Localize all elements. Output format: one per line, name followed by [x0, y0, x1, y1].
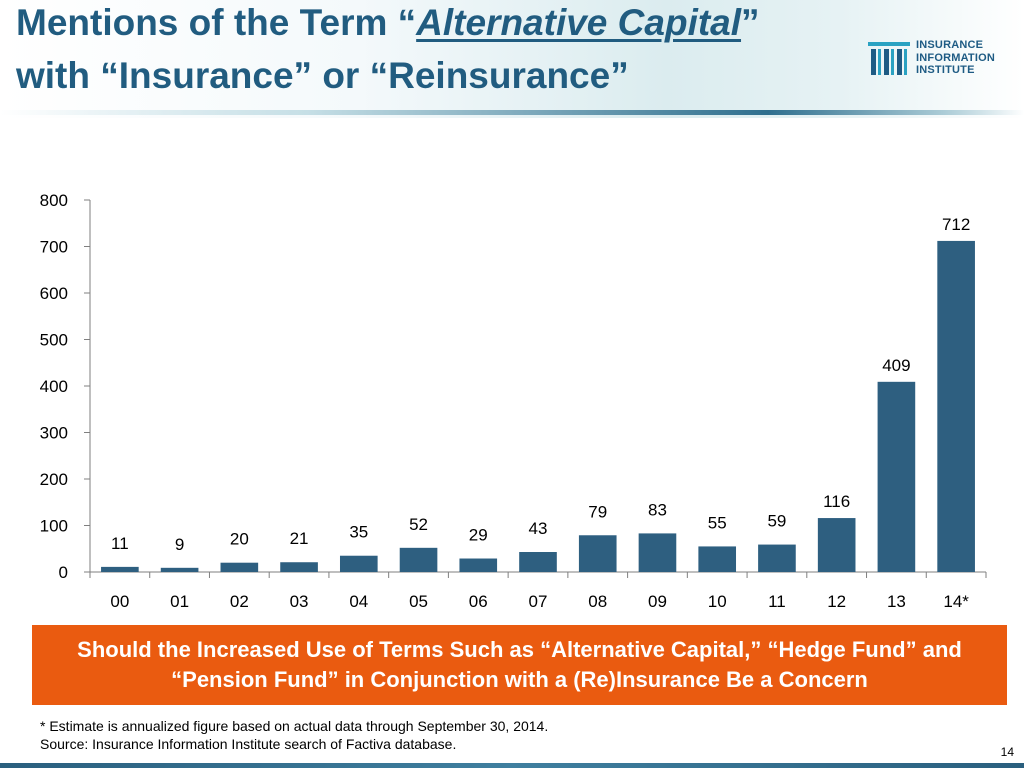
- bar-11: [758, 544, 796, 572]
- y-tick-label: 500: [40, 331, 68, 350]
- bar-00: [101, 566, 139, 572]
- data-label: 9: [175, 535, 184, 554]
- y-tick-label: 300: [40, 424, 68, 443]
- y-tick-label: 400: [40, 377, 68, 396]
- data-label: 116: [823, 492, 850, 511]
- bar-06: [459, 558, 498, 572]
- x-tick-label: 02: [230, 592, 249, 611]
- y-tick-label: 0: [59, 563, 68, 582]
- bar-01: [160, 567, 199, 572]
- title-close-quote: ”: [741, 2, 760, 43]
- data-label: 21: [290, 529, 309, 548]
- data-label: 52: [409, 515, 428, 534]
- iii-logo-mark-icon: [868, 42, 910, 75]
- data-label: 35: [349, 523, 368, 542]
- x-tick-label: 04: [349, 592, 368, 611]
- data-label: 11: [111, 534, 129, 553]
- header-band: Mentions of the Term “Alternative Capita…: [0, 0, 1024, 118]
- data-label: 79: [588, 502, 607, 521]
- x-tick-label: 10: [708, 592, 727, 611]
- x-tick-label: 07: [529, 592, 548, 611]
- bar-08: [578, 535, 617, 572]
- data-label: 712: [942, 215, 970, 234]
- data-label: 83: [648, 500, 667, 519]
- page-number: 14: [1000, 745, 1014, 759]
- data-label: 20: [230, 530, 249, 549]
- x-tick-label: 12: [827, 592, 846, 611]
- x-tick-label: 08: [588, 592, 607, 611]
- title-prefix: Mentions of the Term “: [16, 2, 417, 43]
- x-tick-label: 06: [469, 592, 488, 611]
- page-title-line-2: with “Insurance” or “Reinsurance”: [16, 55, 629, 96]
- x-tick-label: 13: [887, 592, 906, 611]
- footnote-estimate: * Estimate is annualized figure based on…: [40, 718, 549, 734]
- data-label: 59: [767, 512, 786, 531]
- data-label: 43: [529, 519, 548, 538]
- callout-banner: Should the Increased Use of Terms Such a…: [32, 625, 1007, 705]
- x-tick-label: 14*: [943, 592, 969, 611]
- header-divider: [0, 110, 1024, 115]
- data-label: 29: [469, 526, 488, 545]
- y-tick-label: 600: [40, 284, 68, 303]
- page-title-line-1: Mentions of the Term “Alternative Capita…: [16, 3, 760, 43]
- y-tick-label: 700: [40, 238, 68, 257]
- bar-12: [817, 518, 856, 572]
- bottom-bar: [0, 763, 1024, 768]
- y-tick-label: 800: [40, 191, 68, 210]
- logo-line-3: INSTITUTE: [916, 64, 975, 76]
- x-tick-label: 05: [409, 592, 428, 611]
- x-tick-label: 11: [768, 592, 786, 611]
- iii-logo-text: INSURANCE INFORMATION INSTITUTE: [916, 39, 995, 77]
- bar-09: [638, 533, 677, 572]
- logo-line-2: INFORMATION: [916, 51, 995, 64]
- bar-05: [399, 547, 438, 572]
- bar-13: [877, 381, 916, 572]
- bar-04: [339, 555, 378, 572]
- x-tick-label: 03: [290, 592, 309, 611]
- data-label: 55: [708, 513, 727, 532]
- logo-line-1: INSURANCE: [916, 39, 984, 51]
- y-tick-label: 100: [40, 517, 68, 536]
- y-tick-label: 200: [40, 470, 68, 489]
- bar-chart: 0 100 200 300 400 500 600 700 800 11 00 9 01 20 02 21 03…: [40, 191, 987, 611]
- bar-03: [280, 562, 318, 572]
- bar-02: [220, 562, 259, 572]
- title-emphasis: Alternative Capital: [416, 2, 742, 43]
- bar-14-est: [937, 240, 975, 573]
- iii-logo: INSURANCE INFORMATION INSTITUTE: [868, 38, 1018, 78]
- bar-10: [698, 546, 737, 572]
- x-tick-label: 09: [648, 592, 667, 611]
- x-tick-label: 00: [110, 592, 129, 611]
- bar-07: [519, 552, 557, 572]
- footnote-source: Source: Insurance Information Institute …: [40, 736, 457, 752]
- data-label: 409: [882, 356, 910, 375]
- x-tick-label: 01: [170, 592, 189, 611]
